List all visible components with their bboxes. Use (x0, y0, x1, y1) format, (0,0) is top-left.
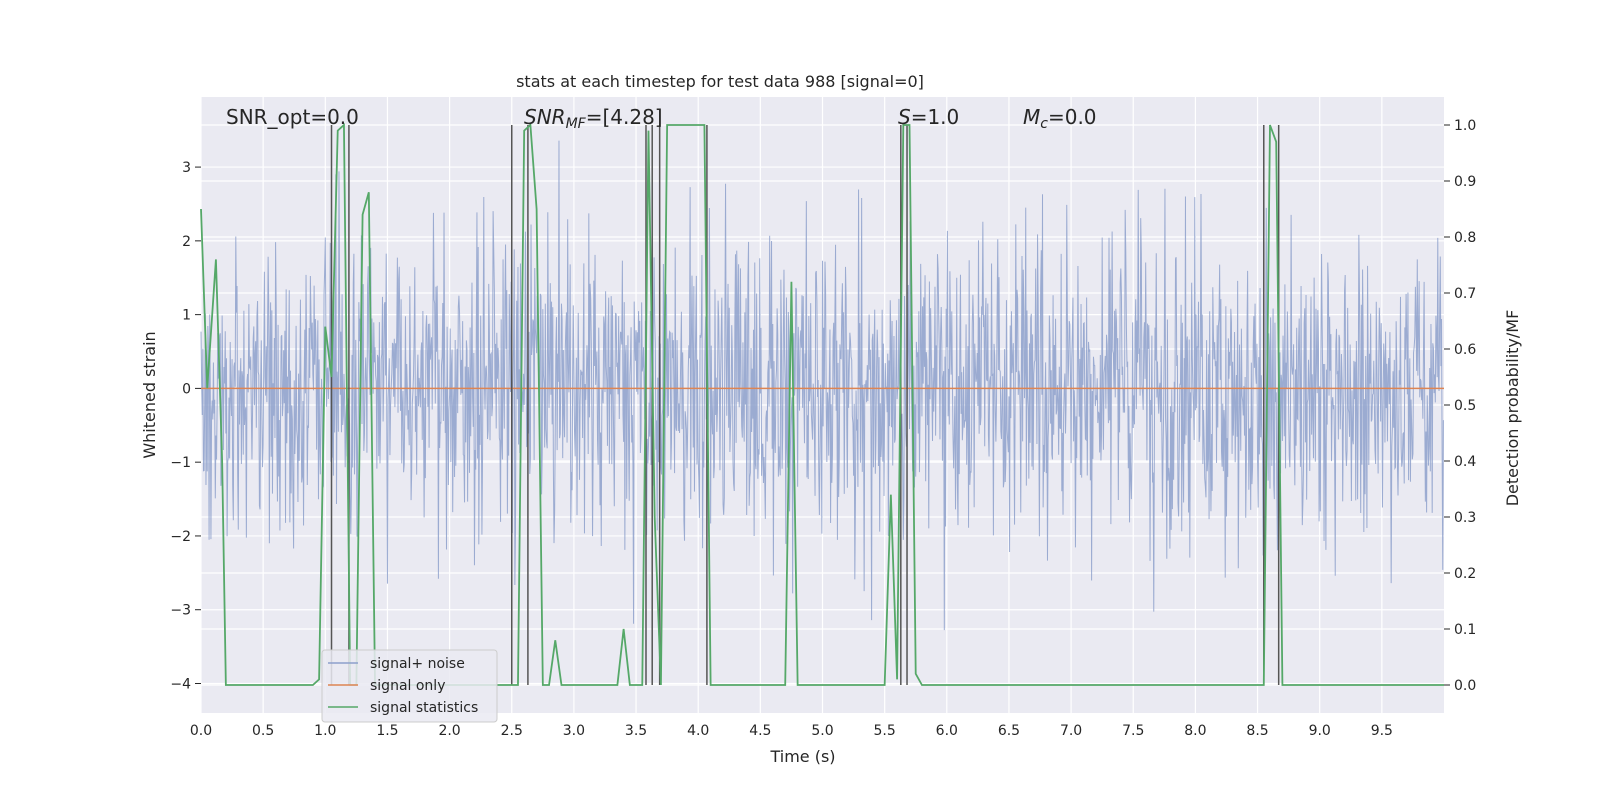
x-tick-label: 9.0 (1309, 723, 1331, 739)
annotation-mc: Mc=0.0 (1023, 105, 1097, 132)
y-tick-label: −2 (170, 529, 191, 545)
x-tick-label: 3.0 (563, 723, 585, 739)
y2-tick-label: 0.3 (1454, 510, 1476, 526)
y2-tick-label: 0.7 (1454, 286, 1476, 302)
y2-tick-label: 0.0 (1454, 678, 1476, 694)
x-tick-label: 8.5 (1246, 723, 1268, 739)
snr-mf-subscript: MF (566, 116, 587, 132)
legend-label-stats: signal statistics (370, 700, 478, 716)
y-tick-label: −1 (170, 455, 191, 471)
stats-line (200, 122, 1444, 686)
y-tick-label: 3 (182, 160, 191, 176)
legend: signal+ noise signal only signal statist… (321, 649, 498, 723)
y2-axis-ticks: 1.0 0.9 0.8 0.7 0.6 0.5 0.4 0.3 0.2 0.1 0.0 (1444, 118, 1476, 694)
x-tick-label: 1.0 (314, 723, 336, 739)
x-tick-label: 4.5 (749, 723, 771, 739)
y-tick-label: −4 (170, 676, 191, 692)
snr-mf-value: =[4.28] (586, 105, 663, 129)
x-axis-ticks: 0.0 0.5 1.0 1.5 2.0 2.5 3.0 3.5 4.0 4.5 5.0 5.5 6.0 6… (190, 723, 1393, 739)
y-tick-label: 2 (182, 234, 191, 250)
x-tick-label: 3.5 (625, 723, 647, 739)
y2-tick-label: 0.5 (1454, 398, 1476, 414)
y-axis-label: Whitened strain (140, 331, 159, 458)
x-tick-label: 0.0 (190, 723, 212, 739)
legend-label-noise: signal+ noise (370, 656, 465, 672)
x-tick-label: 9.5 (1371, 723, 1393, 739)
x-axis-label: Time (s) (769, 747, 835, 766)
y2-tick-label: 0.4 (1454, 454, 1476, 470)
legend-label-signal: signal only (370, 678, 445, 694)
s-value: =1.0 (911, 105, 960, 129)
y2-tick-label: 1.0 (1454, 118, 1476, 134)
noise-line (200, 140, 1444, 631)
grid (200, 97, 1444, 713)
annotation-snr-mf: SNRMF=[4.28] (524, 105, 663, 132)
annotation-snr-opt: SNR_opt=0.0 (226, 105, 359, 129)
snr-mf-symbol: SNR (524, 105, 566, 129)
x-tick-label: 6.0 (936, 723, 958, 739)
x-tick-label: 7.5 (1122, 723, 1144, 739)
legend-box (321, 649, 498, 723)
mc-value: =0.0 (1048, 105, 1097, 129)
annotation-s: S=1.0 (898, 105, 959, 129)
mc-subscript: c (1040, 116, 1048, 132)
y-tick-label: −3 (170, 603, 191, 619)
y2-tick-label: 0.2 (1454, 566, 1476, 582)
s-symbol: S (898, 105, 911, 129)
x-tick-label: 8.0 (1184, 723, 1206, 739)
mc-symbol: M (1023, 105, 1040, 129)
x-tick-label: 2.0 (438, 723, 460, 739)
x-tick-label: 2.5 (501, 723, 523, 739)
y2-axis-label: Detection probability/MF (1503, 310, 1522, 507)
x-tick-label: 7.0 (1060, 723, 1082, 739)
x-tick-label: 6.5 (998, 723, 1020, 739)
y-tick-label: 1 (182, 308, 191, 324)
y2-tick-label: 0.9 (1454, 174, 1476, 190)
x-tick-label: 0.5 (252, 723, 274, 739)
x-tick-label: 5.0 (811, 723, 833, 739)
y-tick-label: 0 (182, 381, 191, 397)
y-axis-ticks: 3 2 1 0 −1 −2 −3 −4 (170, 160, 201, 692)
series-signal-noise (200, 140, 1444, 631)
x-tick-label: 4.0 (687, 723, 709, 739)
y2-tick-label: 0.8 (1454, 230, 1476, 246)
x-tick-label: 1.5 (376, 723, 398, 739)
y2-tick-label: 0.6 (1454, 342, 1476, 358)
x-tick-label: 5.5 (874, 723, 896, 739)
y2-tick-label: 0.1 (1454, 622, 1476, 638)
series-signal-statistics (200, 122, 1444, 686)
chart-title: stats at each timestep for test data 988… (516, 72, 924, 91)
